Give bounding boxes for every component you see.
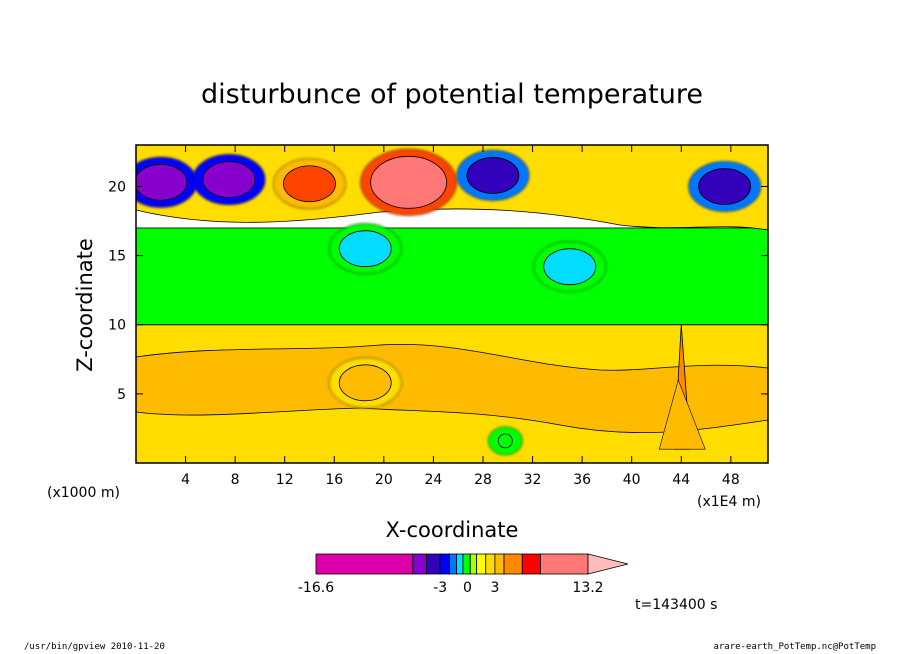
field-wave-column-11-halo [658, 379, 706, 450]
x-tick-label-8: 36 [573, 472, 591, 488]
colorbar-segment-8 [476, 553, 487, 575]
colorbar-label-2: 0 [463, 580, 472, 596]
y-tick-label-0: 5 [117, 387, 126, 403]
x-tick-label-10: 44 [672, 472, 690, 488]
x-unit-left: (x1000 m) [47, 485, 120, 501]
colorbar-label-0: -16.6 [298, 580, 334, 596]
field-lower-layer-0-inner [136, 344, 768, 433]
plot-frame [135, 144, 769, 464]
field-small-cool-spot-12 [497, 433, 513, 449]
colorbar-label-4: 13.2 [572, 580, 603, 596]
field-warm-blob-3 [283, 165, 336, 203]
x-tick-label-4: 20 [375, 472, 393, 488]
field-cool-area-9 [338, 230, 392, 268]
colorbar-segment-7 [469, 553, 478, 575]
x-tick-label-1: 8 [231, 472, 240, 488]
x-tick-label-9: 40 [623, 472, 641, 488]
colorbar-segment-11 [503, 553, 523, 575]
field-cold-cell-6 [202, 161, 256, 198]
footer-right: arare-earth_PotTemp.nc@PotTemp [713, 642, 876, 652]
colorbar-segment-12 [521, 553, 541, 575]
colorbar-segment-9 [485, 553, 496, 575]
y-axis-label: Z-coordinate [73, 238, 97, 372]
colorbar-segment-4 [448, 553, 457, 575]
colorbar: -16.6 -3 0 3 13.2 [298, 553, 629, 596]
footer-left: /usr/bin/gpview 2010-11-20 [24, 642, 165, 652]
time-label: t=143400 s [635, 597, 717, 613]
field-cold-cell-7 [466, 157, 520, 194]
heatmap-plot-area [136, 145, 768, 463]
x-tick-label-11: 48 [722, 472, 740, 488]
colorbar-label-1: -3 [433, 580, 447, 596]
y-tick-label-2: 15 [108, 249, 126, 265]
x-tick-label-5: 24 [424, 472, 442, 488]
field-cool-area-10 [543, 248, 597, 286]
colorbar-segment-6 [462, 553, 471, 575]
field-warm-core-2 [370, 155, 448, 209]
x-unit-right: (x1E4 m) [697, 494, 761, 510]
x-axis-label: X-coordinate [386, 518, 519, 542]
colorbar-segment-13 [540, 553, 589, 575]
y-tick-label-3: 20 [108, 179, 126, 195]
field-warm-blob-4 [338, 364, 392, 402]
colorbar-label-3: 3 [490, 580, 499, 596]
colorbar-segment-2 [426, 553, 441, 575]
y-tick-label-1: 10 [108, 318, 126, 334]
colorbar-segment-0 [315, 553, 414, 575]
x-tick-label-0: 4 [181, 472, 190, 488]
colorbar-segment-10 [494, 553, 505, 575]
colorbar-segment-1 [412, 553, 427, 575]
field-cold-cell-8 [698, 168, 752, 205]
field-upper-layer-1 [136, 227, 768, 326]
colorbar-segment-5 [456, 553, 464, 575]
x-tick-label-6: 28 [474, 472, 492, 488]
x-tick-label-3: 16 [325, 472, 343, 488]
colorbar-arrow [587, 553, 629, 575]
field-cold-cell-5 [136, 163, 188, 201]
colorbar-segment-3 [439, 553, 450, 575]
x-tick-label-7: 32 [524, 472, 542, 488]
x-tick-label-2: 12 [276, 472, 294, 488]
chart-title: disturbunce of potential temperature [201, 79, 703, 110]
